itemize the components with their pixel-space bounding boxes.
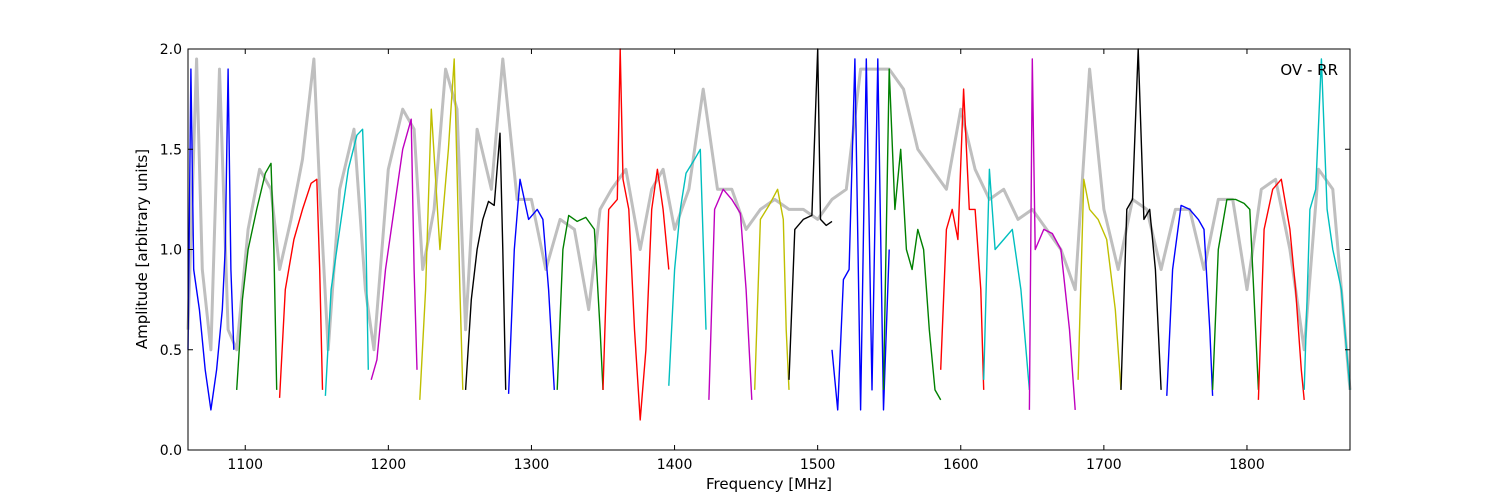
x-tick-label: 1700	[1086, 457, 1122, 473]
series-line-14	[788, 48, 833, 380]
series-line-21	[1120, 48, 1162, 390]
series-line-12	[708, 188, 753, 400]
series-line-2	[236, 162, 278, 390]
series-layer	[187, 48, 1351, 421]
y-tick-label: 0.5	[160, 343, 182, 359]
series-line-9	[556, 214, 604, 390]
series-line-6	[419, 58, 464, 400]
y-tick-label: 0.0	[160, 443, 182, 459]
series-line-3	[278, 178, 324, 398]
x-tick-label: 1500	[800, 457, 836, 473]
series-line-20	[1077, 178, 1122, 390]
x-tick-label: 1400	[657, 457, 693, 473]
series-line-7	[464, 132, 507, 390]
series-line-8	[507, 178, 555, 394]
series-line-22	[1166, 204, 1214, 396]
series-line-13	[754, 188, 790, 390]
series-line-23	[1211, 198, 1260, 390]
series-line-10	[602, 48, 670, 421]
series-line-15	[831, 58, 890, 411]
series-line-4	[324, 128, 369, 396]
x-axis-ticks: 1100 1200 1300 1400 1500 1600 1700 1800	[227, 49, 1265, 473]
x-tick-label: 1600	[943, 457, 979, 473]
x-tick-label: 1800	[1229, 457, 1265, 473]
series-line-17	[940, 88, 985, 390]
series-line-18	[983, 168, 1031, 390]
series-line-1	[187, 68, 235, 411]
x-tick-label: 1200	[371, 457, 407, 473]
series-line-16	[882, 68, 942, 401]
series-line-24	[1257, 178, 1305, 400]
series-line-5	[370, 118, 418, 380]
series-line-25	[1303, 58, 1351, 390]
y-axis-label: Amplitude [arbitrary units]	[133, 149, 151, 349]
y-axis-ticks: 0.0 0.5 1.0 1.5 2.0	[160, 42, 1350, 459]
series-line-19	[1028, 58, 1076, 410]
y-tick-label: 1.5	[160, 142, 182, 158]
chart-annotation: OV - RR	[1280, 61, 1338, 79]
y-tick-label: 2.0	[160, 42, 182, 58]
x-tick-label: 1300	[514, 457, 550, 473]
x-axis-label: Frequency [MHz]	[706, 475, 832, 493]
x-tick-label: 1100	[227, 457, 263, 473]
series-line-11	[668, 148, 707, 386]
y-tick-label: 1.0	[160, 243, 182, 259]
